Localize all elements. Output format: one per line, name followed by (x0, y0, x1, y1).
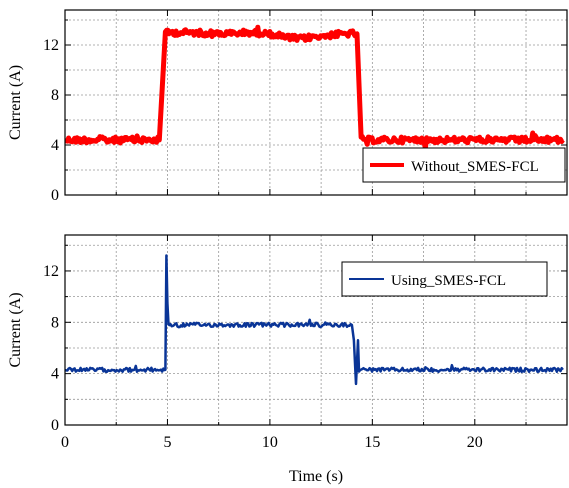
x-axis-label: Time (s) (289, 468, 343, 485)
bottom-x-tick-label: 15 (364, 434, 380, 451)
bottom-legend: Using_SMES-FCL (341, 261, 548, 297)
bottom-x-tick-label: 0 (61, 434, 69, 451)
bottom-y-tick-label: 4 (51, 366, 59, 383)
top-legend-label: Without_SMES-FCL (411, 159, 539, 175)
bottom-series-line (64, 254, 564, 386)
top-y-tick-label: 12 (43, 37, 59, 54)
top-y-tick-label: 4 (51, 137, 59, 154)
bottom-y-tick-label: 0 (51, 417, 59, 434)
bottom-x-tick-label: 20 (467, 434, 483, 451)
top-panel: 0 4 8 12 Current (A) Without_SMES-FCL (7, 9, 568, 204)
bottom-legend-label: Using_SMES-FCL (391, 273, 506, 289)
bottom-y-tick-label: 8 (51, 314, 59, 331)
bottom-x-tick-label: 5 (163, 434, 171, 451)
bottom-x-tick-label: 10 (262, 434, 278, 451)
top-y-tick-label: 0 (51, 187, 59, 204)
top-y-axis-label: Current (A) (7, 65, 24, 140)
bottom-y-axis-label: Current (A) (7, 292, 24, 367)
top-plot-frame (64, 9, 568, 196)
top-y-tick-label: 8 (51, 87, 59, 104)
bottom-y-tick-label: 12 (43, 263, 59, 280)
top-series-line (63, 24, 565, 151)
bottom-panel: 0 4 8 12 0 5 10 15 20 Current (A) Using_SMES-FCL… (7, 234, 568, 485)
bottom-plot-frame (64, 234, 568, 426)
top-legend: Without_SMES-FCL (362, 147, 566, 183)
